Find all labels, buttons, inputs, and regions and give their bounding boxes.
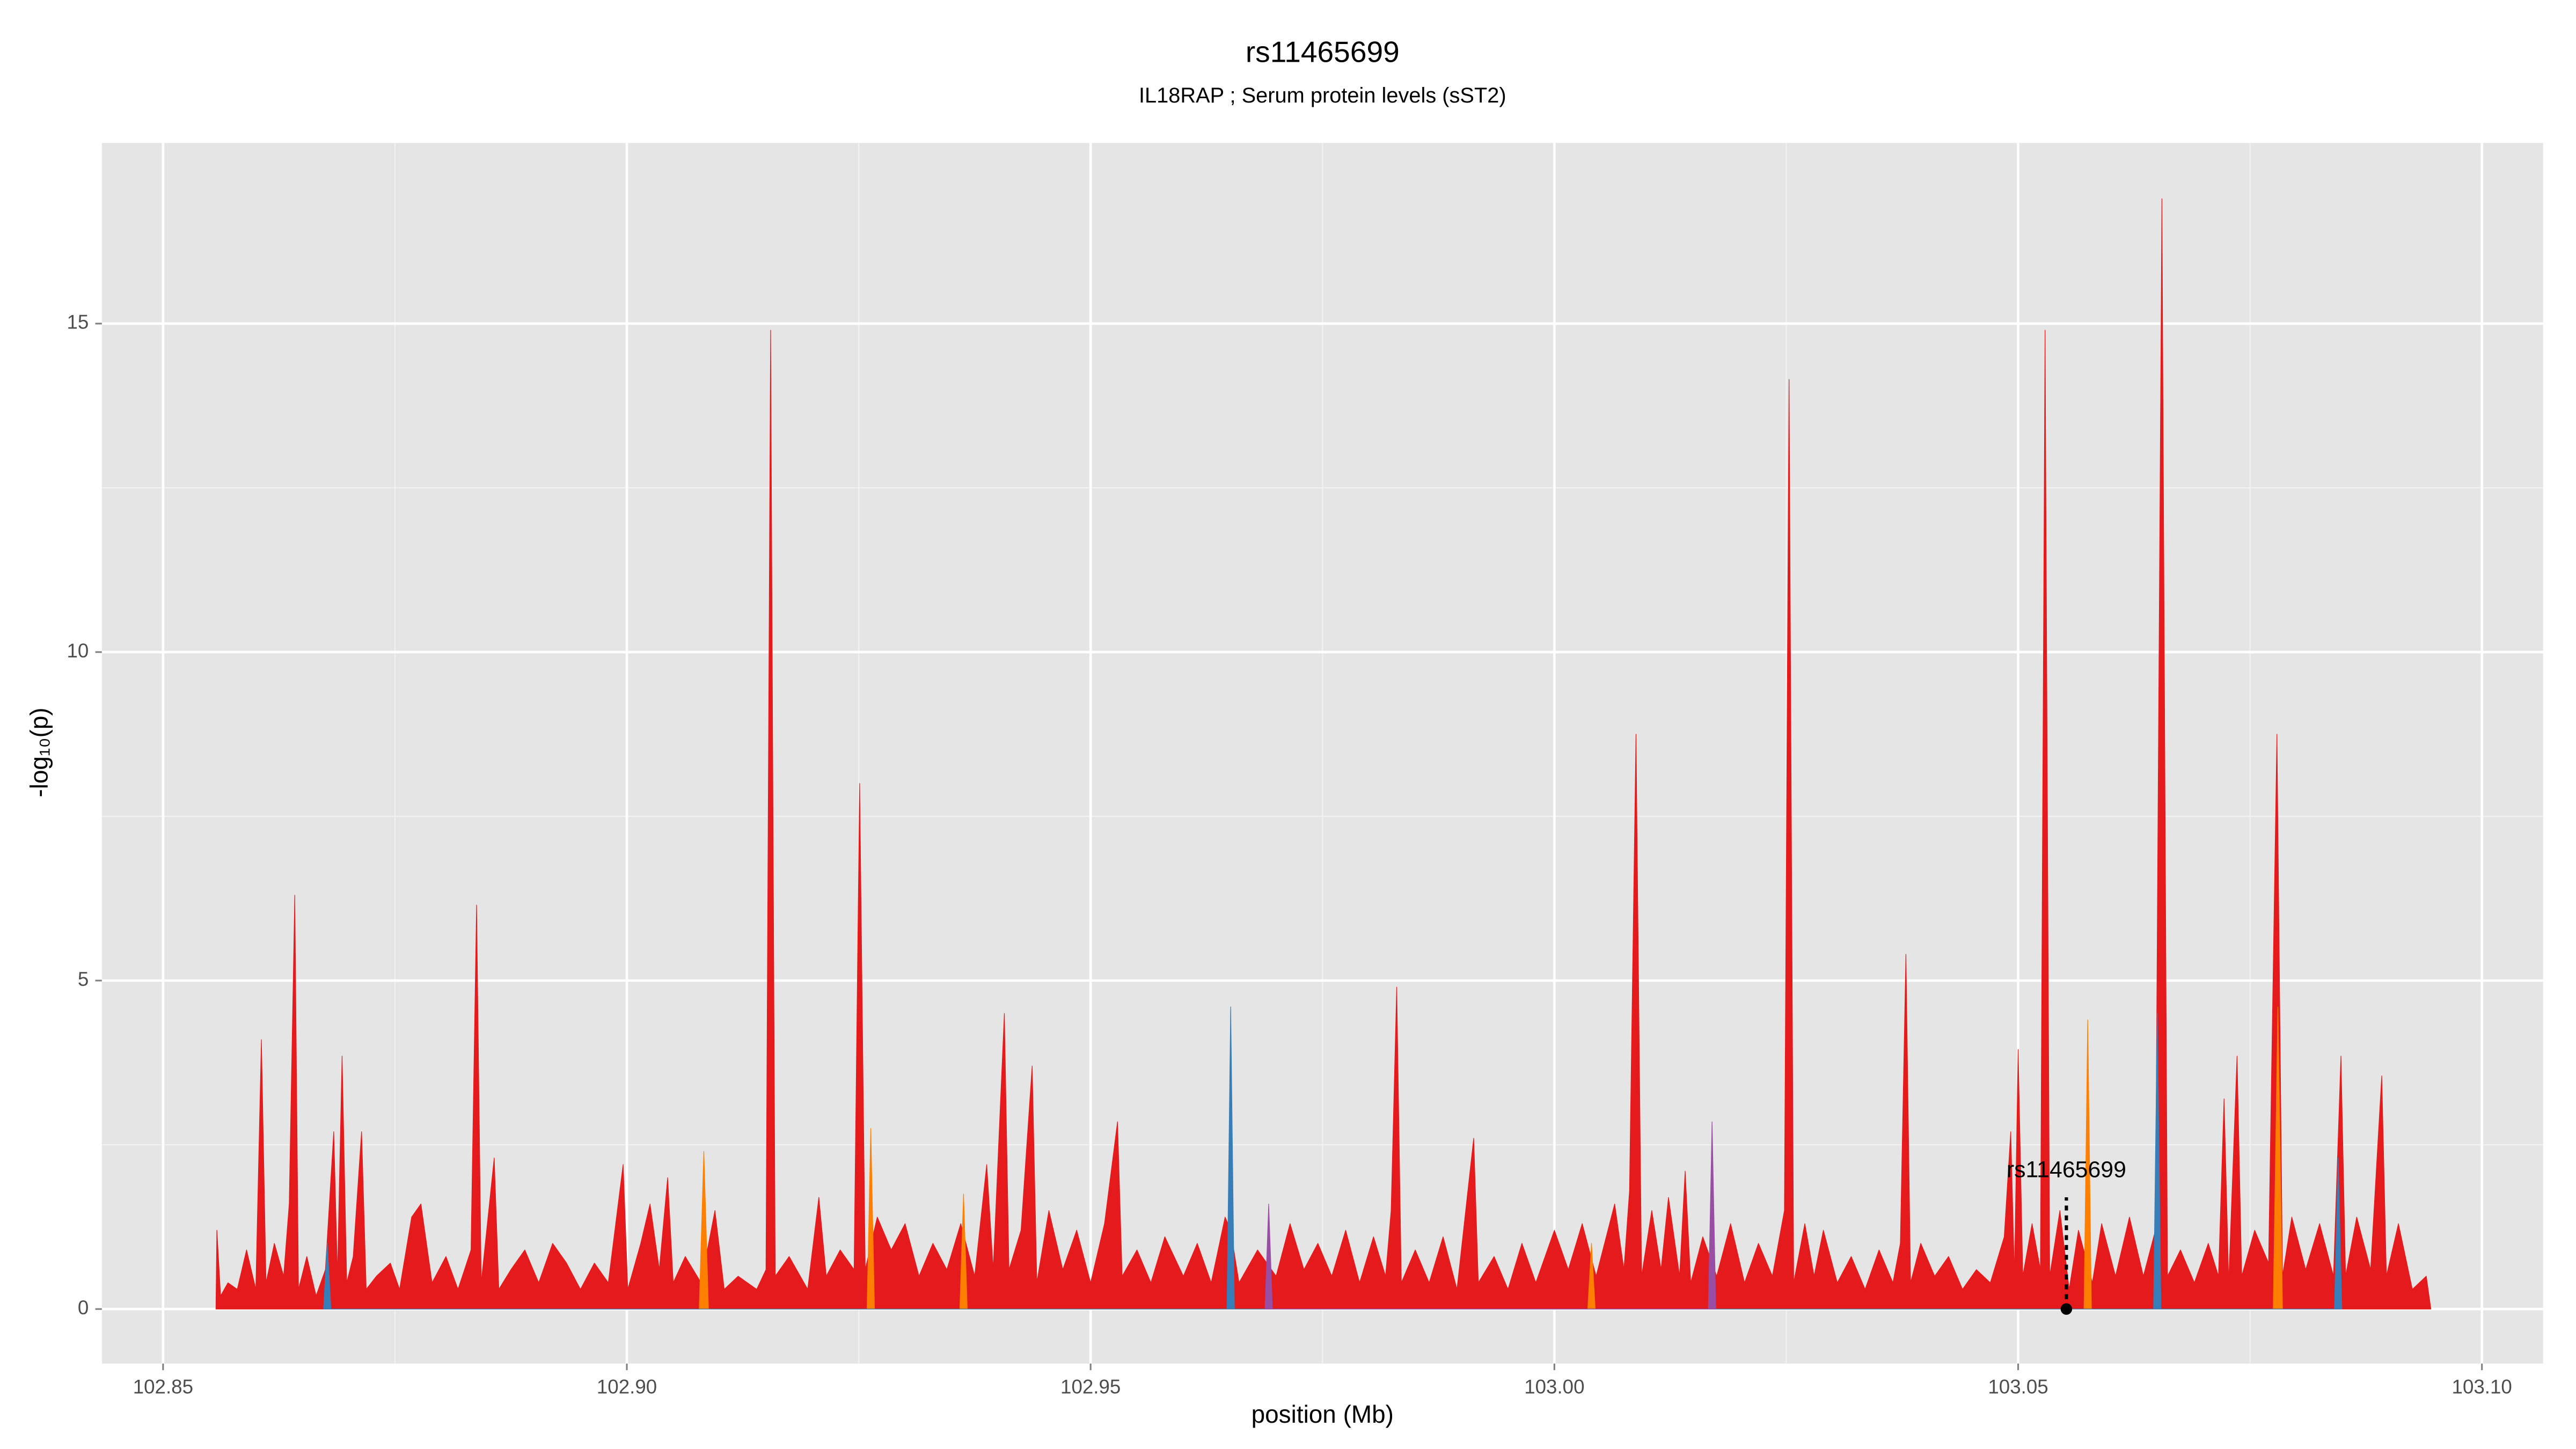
chart-subtitle: IL18RAP ; Serum protein levels (sST2) <box>1139 84 1506 107</box>
x-tick-label: 102.85 <box>133 1375 193 1397</box>
x-tick-label: 103.05 <box>1988 1375 2048 1397</box>
y-tick-label: 10 <box>67 640 89 662</box>
y-tick-label: 0 <box>78 1297 89 1319</box>
area-series <box>323 1006 2343 1309</box>
annotation-point <box>2060 1303 2073 1315</box>
x-tick-label: 103.10 <box>2452 1375 2512 1397</box>
annotation-label: rs11465699 <box>2007 1157 2126 1182</box>
x-tick-label: 102.90 <box>597 1375 657 1397</box>
x-tick-label: 102.95 <box>1060 1375 1121 1397</box>
area-series <box>215 198 2432 1309</box>
y-tick-label: 5 <box>78 968 89 990</box>
y-tick-label: 15 <box>67 311 89 333</box>
area-series <box>1264 1121 1716 1309</box>
x-tick-label: 103.00 <box>1524 1375 1584 1397</box>
x-axis-label: position (Mb) <box>1252 1400 1394 1428</box>
chart-title: rs11465699 <box>1246 35 1400 69</box>
y-axis-label: -log₁₀(p) <box>25 707 53 797</box>
